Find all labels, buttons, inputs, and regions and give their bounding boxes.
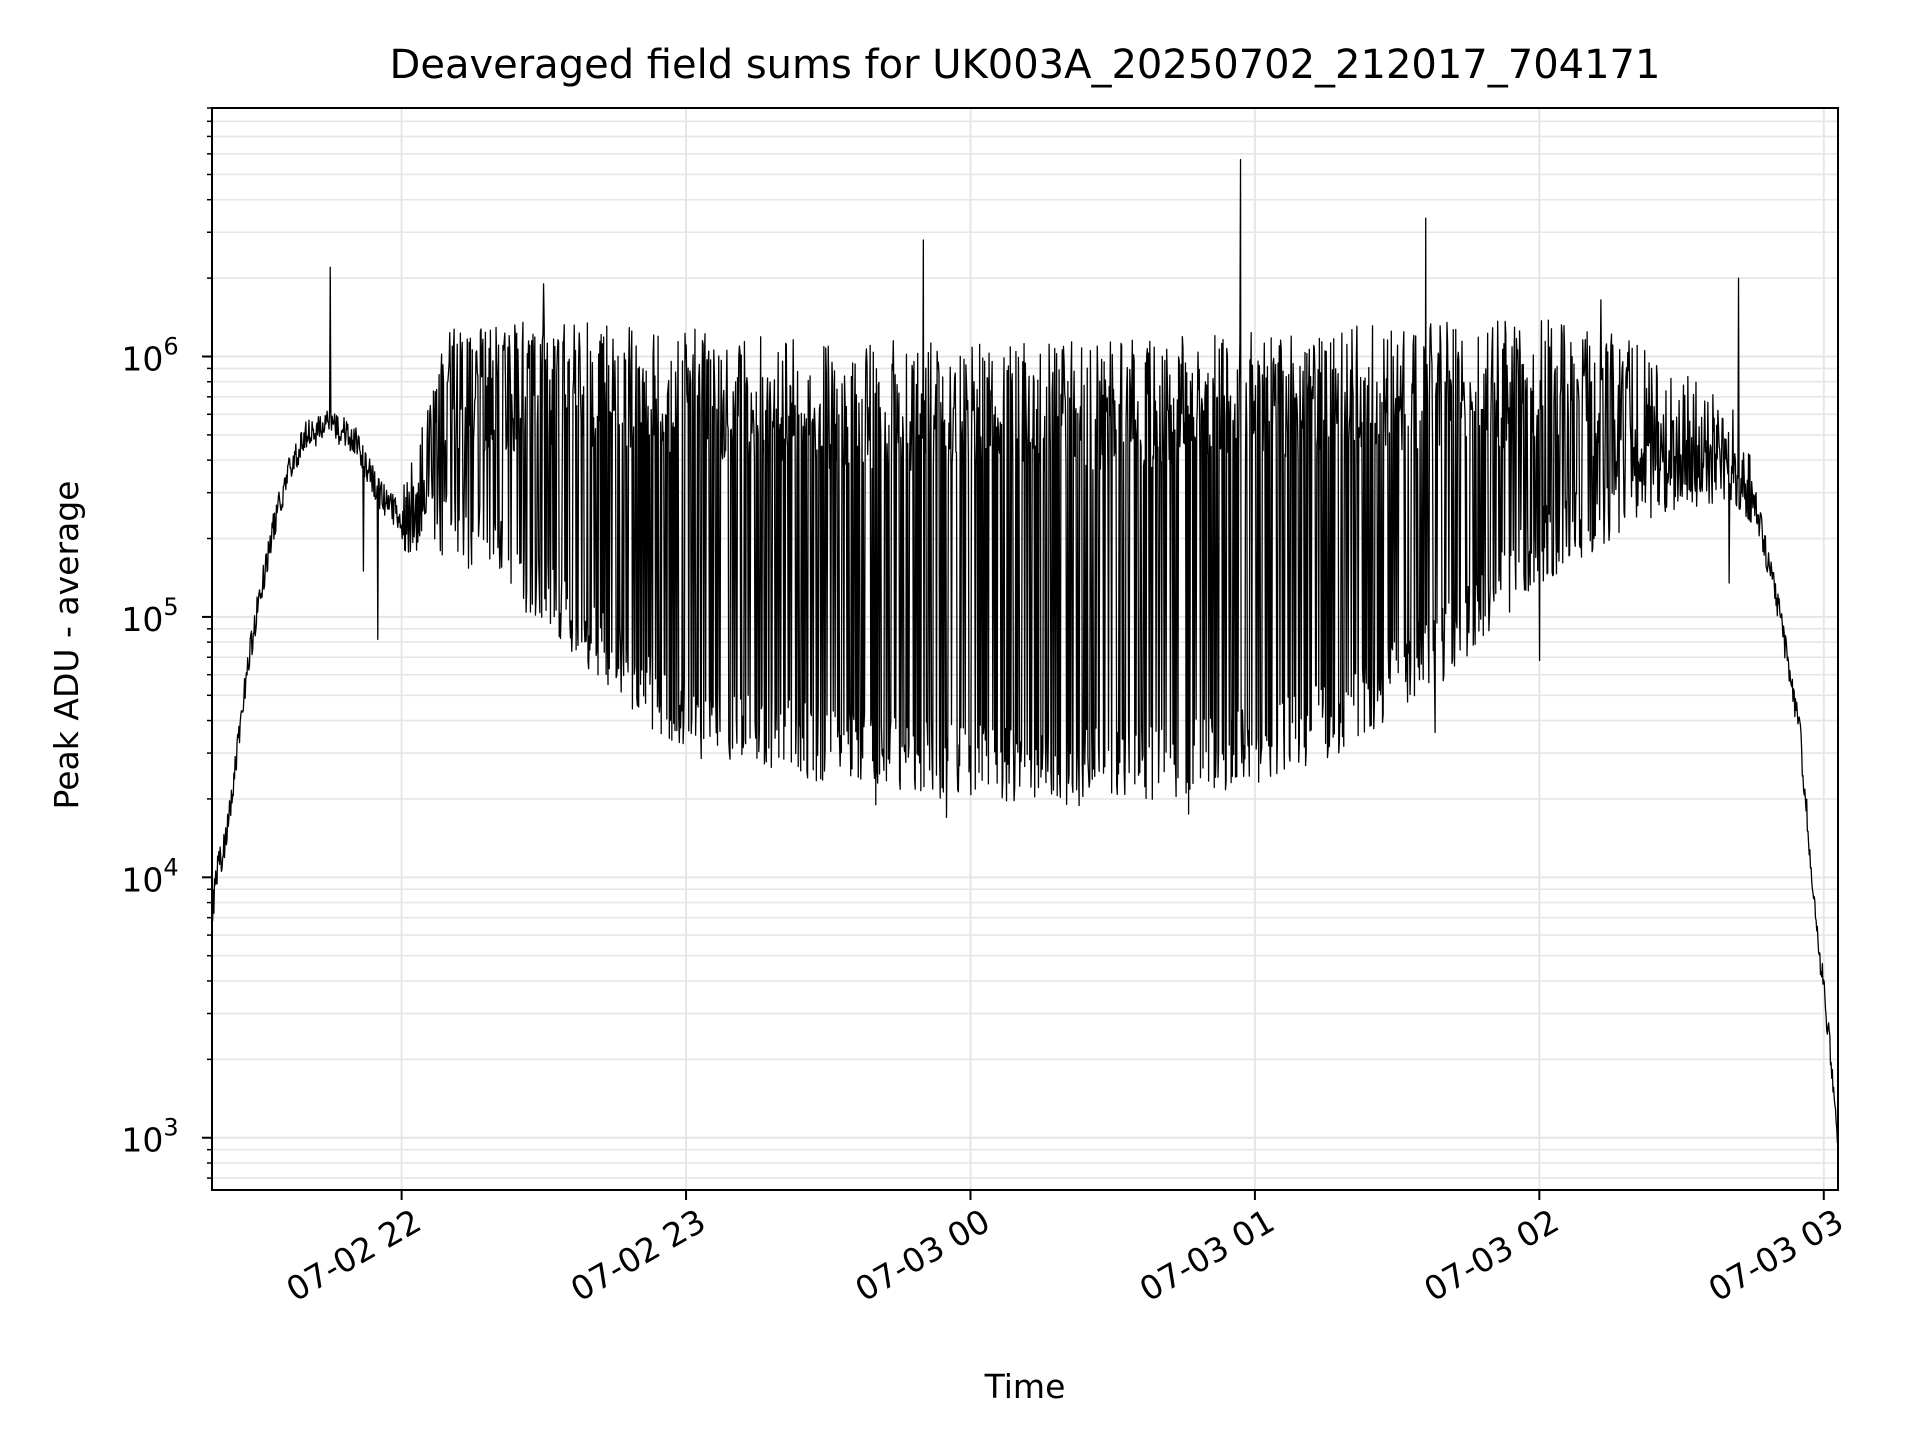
y-tick-label: 103 <box>121 1114 178 1160</box>
y-tick-label: 106 <box>121 332 178 378</box>
series-layer <box>211 159 1839 1144</box>
y-axis: 103 104 105 106 <box>121 107 212 1179</box>
chart-title: Deaveraged field sums for UK003A_2025070… <box>390 42 1661 88</box>
series-line <box>211 159 1839 1144</box>
y-axis-label: Peak ADU - average <box>47 481 86 810</box>
plot-frame <box>211 107 1839 1191</box>
x-axis-label: Time <box>984 1367 1066 1406</box>
y-tick-label: 104 <box>121 853 178 899</box>
y-tick-label: 105 <box>121 593 178 639</box>
